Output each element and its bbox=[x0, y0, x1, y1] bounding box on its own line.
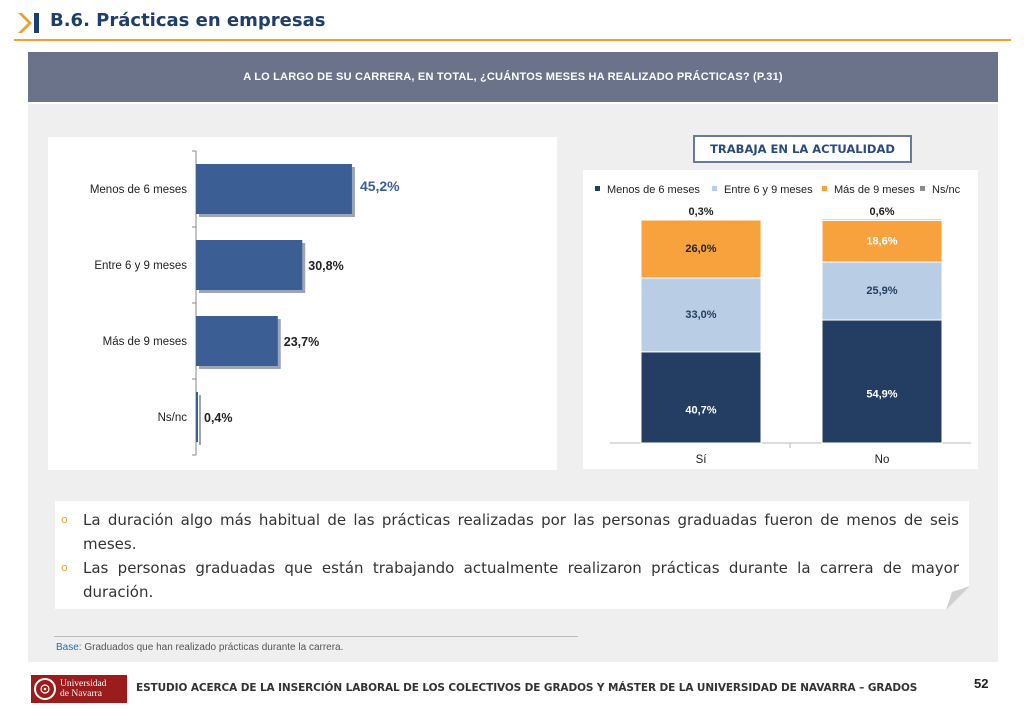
bullet-circle-icon: o bbox=[61, 513, 68, 526]
legend-marker bbox=[920, 186, 925, 191]
note-text: Las personas graduadas que están trabaja… bbox=[83, 559, 959, 601]
bar bbox=[196, 316, 278, 366]
university-logo: Universidad de Navarra bbox=[31, 675, 127, 703]
legend-label: Ns/nc bbox=[932, 184, 961, 196]
bullet-circle-icon: o bbox=[61, 561, 68, 574]
base-key: Base: bbox=[56, 642, 82, 653]
page-curl-icon bbox=[946, 586, 970, 610]
segment-label: 33,0% bbox=[685, 309, 716, 321]
category-label: No bbox=[875, 454, 890, 466]
stacked-bar-segment bbox=[640, 351, 762, 444]
segment-label: 40,7% bbox=[685, 404, 716, 416]
stacked-bar-segment bbox=[821, 218, 943, 221]
legend-label: Menos de 6 meses bbox=[607, 184, 700, 196]
title-divider bbox=[14, 39, 1011, 41]
stacked-bar-segment bbox=[821, 261, 943, 321]
legend-label: Entre 6 y 9 meses bbox=[724, 184, 813, 196]
note-item: o La duración algo más habitual de las p… bbox=[61, 508, 959, 556]
logo-line-1: Universidad bbox=[60, 679, 107, 689]
question-banner: A LO LARGO DE SU CARRERA, EN TOTAL, ¿CUÁ… bbox=[28, 52, 998, 102]
category-label: Ns/nc bbox=[158, 412, 188, 424]
stacked-bar-segment bbox=[640, 277, 762, 353]
data-label: 23,7% bbox=[284, 335, 319, 349]
data-label: 0,4% bbox=[204, 411, 233, 425]
stacked-bar-segment bbox=[640, 218, 762, 221]
category-label: Entre 6 y 9 meses bbox=[94, 260, 187, 272]
segment-label: 26,0% bbox=[685, 243, 716, 255]
data-label: 45,2% bbox=[360, 178, 400, 194]
right-chart-panel: Menos de 6 meses Entre 6 y 9 meses Más de … bbox=[583, 170, 978, 469]
stacked-bar-segment bbox=[821, 319, 943, 444]
horizontal-bar-chart: Menos de 6 meses 45,2% Entre 6 y 9 meses 30… bbox=[90, 150, 400, 456]
page-number: 52 bbox=[974, 676, 989, 691]
segment-label: 0,3% bbox=[688, 206, 713, 218]
category-label: Más de 9 meses bbox=[103, 336, 188, 348]
base-text: Graduados que han realizado prácticas du… bbox=[81, 642, 344, 653]
stacked-bar-chart: Menos de 6 meses Entre 6 y 9 meses Más de … bbox=[595, 184, 971, 466]
stacked-bar-segment bbox=[640, 219, 762, 279]
bar bbox=[196, 164, 352, 214]
logo-line-2: de Navarra bbox=[60, 689, 102, 699]
stacked-bar-segment bbox=[821, 219, 943, 263]
page-title: B.6. Prácticas en empresas bbox=[50, 10, 326, 31]
bar bbox=[196, 240, 303, 290]
bar bbox=[196, 392, 198, 442]
notes-box: o La duración algo más habitual de las p… bbox=[55, 501, 969, 609]
segment-label: 0,6% bbox=[869, 206, 894, 218]
segment-label: 54,9% bbox=[866, 389, 897, 401]
category-label: Sí bbox=[696, 454, 708, 466]
seal-icon bbox=[34, 678, 56, 700]
section-arrow-icon bbox=[18, 13, 39, 33]
footer-title: ESTUDIO ACERCA DE LA INSERCIÓN LABORAL D… bbox=[136, 682, 918, 694]
bar-shadow bbox=[199, 395, 201, 445]
left-chart-panel: Menos de 6 meses 45,2% Entre 6 y 9 meses 30… bbox=[48, 137, 557, 470]
legend-label: Más de 9 meses bbox=[834, 184, 915, 196]
base-divider bbox=[54, 636, 578, 637]
chart-title-badge: TRABAJA EN LA ACTUALIDAD bbox=[693, 135, 912, 163]
legend-marker bbox=[595, 186, 600, 191]
legend-marker bbox=[712, 186, 717, 191]
base-note: Base: Graduados que han realizado prácti… bbox=[56, 642, 343, 653]
legend-marker bbox=[822, 186, 827, 191]
category-label: Menos de 6 meses bbox=[90, 184, 187, 196]
segment-label: 18,6% bbox=[866, 235, 897, 247]
segment-label: 25,9% bbox=[866, 285, 897, 297]
data-label: 30,8% bbox=[308, 259, 343, 273]
note-item: o Las personas graduadas que están traba… bbox=[61, 556, 959, 604]
note-text: La duración algo más habitual de las prá… bbox=[83, 511, 959, 553]
